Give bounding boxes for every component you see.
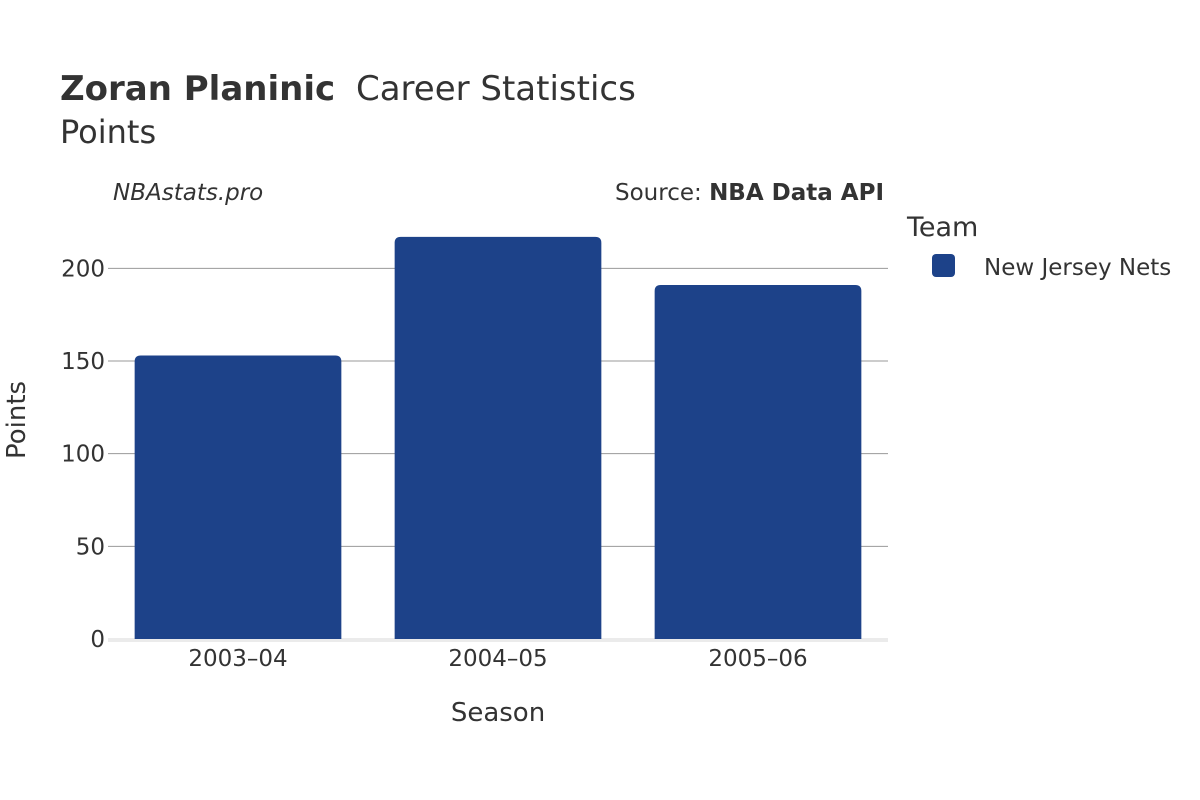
bar-2005–06[interactable] <box>654 285 862 639</box>
source-prefix: Source: <box>615 180 709 206</box>
x-tick-labels: 2003–04 2004–05 2005–06 <box>188 646 807 672</box>
chart-title-rest: Career Statistics <box>356 69 636 109</box>
chart-title: Zoran Planinic Career Statistics <box>60 69 636 109</box>
y-tick-label: 200 <box>61 256 105 282</box>
source-name: NBA Data API <box>709 180 884 206</box>
bar-2003–04[interactable] <box>134 355 342 639</box>
x-tick-label: 2005–06 <box>708 646 807 672</box>
chart-title-player: Zoran Planinic <box>60 69 335 109</box>
legend-swatch-new-jersey-nets[interactable] <box>932 254 955 277</box>
bar-2004–05[interactable] <box>394 236 602 639</box>
y-tick-label: 100 <box>61 442 105 468</box>
legend-label-new-jersey-nets[interactable]: New Jersey Nets <box>984 255 1171 281</box>
chart-subtitle: Points <box>60 113 156 151</box>
y-axis-title: Points <box>2 381 32 459</box>
watermark: NBAstats.pro <box>113 180 263 206</box>
bars <box>134 236 862 639</box>
legend-title: Team <box>906 212 978 243</box>
y-tick-labels: 0 50 100 150 200 <box>61 256 105 653</box>
y-tick-label: 0 <box>90 627 105 653</box>
source-credit: Source: NBA Data API <box>615 180 884 206</box>
x-axis-title: Season <box>451 698 545 728</box>
x-tick-label: 2004–05 <box>448 646 547 672</box>
y-tick-label: 50 <box>76 534 105 560</box>
x-tick-label: 2003–04 <box>188 646 287 672</box>
y-tick-label: 150 <box>61 349 105 375</box>
